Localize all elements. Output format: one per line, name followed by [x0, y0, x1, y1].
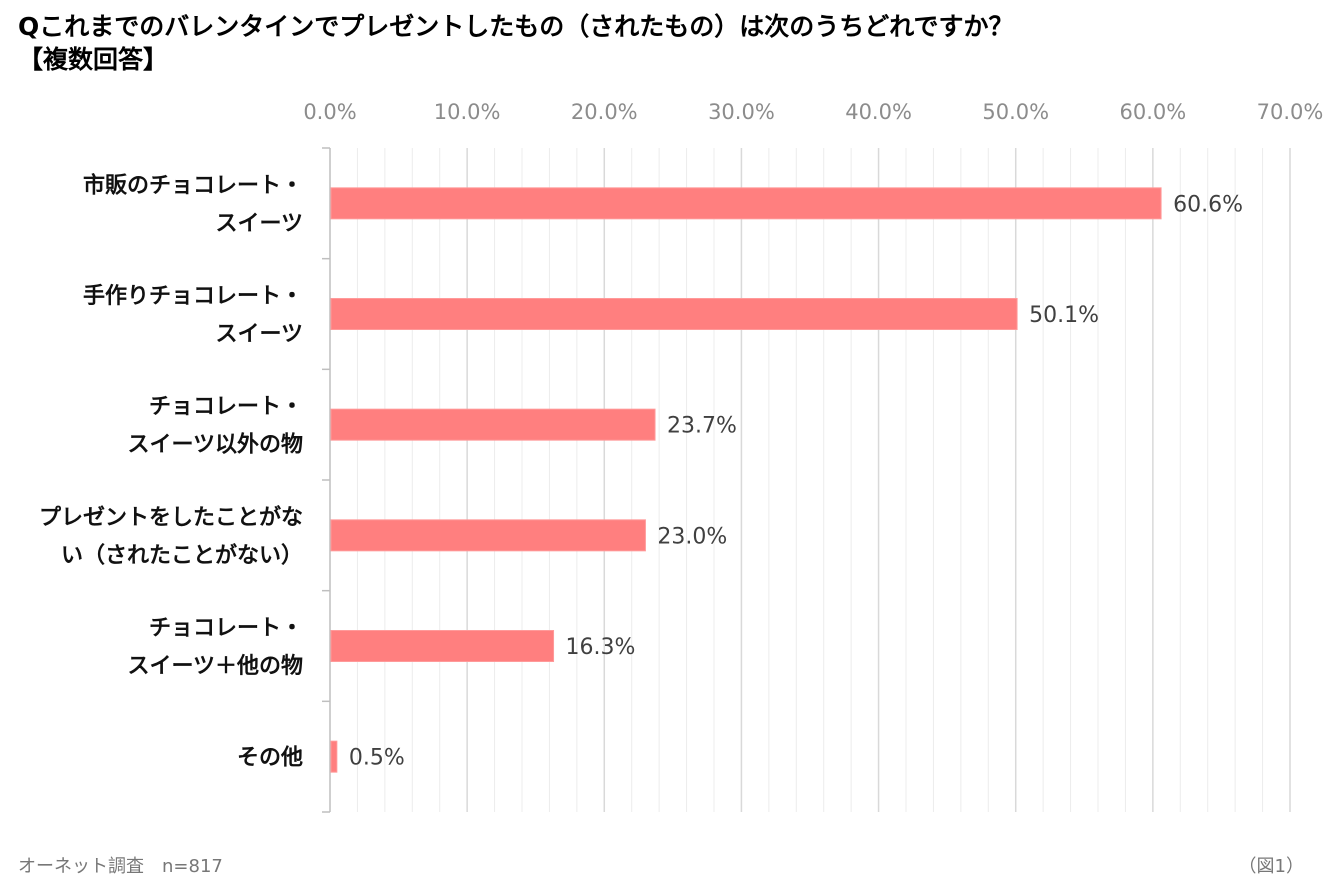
- x-tick-label: 30.0%: [708, 100, 775, 124]
- bar: [330, 187, 1162, 220]
- chart-title-line2: 【複数回答】: [18, 45, 169, 74]
- category-label: その他: [237, 746, 303, 771]
- category-label: スイーツ以外の物: [127, 432, 303, 458]
- value-label: 60.6%: [1173, 192, 1243, 217]
- category-label: スイーツ: [215, 322, 303, 347]
- x-tick-label: 40.0%: [845, 100, 912, 124]
- category-label: チョコレート・: [149, 616, 303, 641]
- value-label: 0.5%: [349, 746, 405, 771]
- value-label: 16.3%: [566, 635, 636, 660]
- bar: [330, 630, 555, 662]
- chart-title: Qこれまでのバレンタインでプレゼントしたもの（されたもの）は次のうちどれですか？…: [18, 10, 1014, 76]
- figure-number: （図1）: [1238, 856, 1304, 877]
- category-label: チョコレート・: [149, 395, 303, 420]
- bar: [330, 519, 646, 552]
- survey-source: オーネット調査 n=817: [18, 856, 223, 877]
- category-label: 市販のチョコレート・: [83, 172, 303, 198]
- value-label: 23.0%: [657, 524, 727, 549]
- category-label: 手作りチョコレート・: [83, 284, 303, 309]
- x-tick-label: 70.0%: [1257, 100, 1324, 124]
- x-tick-label: 50.0%: [982, 100, 1049, 124]
- bar: [330, 408, 656, 441]
- x-tick-label: 10.0%: [434, 100, 501, 124]
- bar: [330, 740, 338, 773]
- category-label: い（されたことがない）: [61, 542, 303, 568]
- value-label: 50.1%: [1029, 303, 1099, 328]
- x-tick-label: 0.0%: [303, 100, 356, 124]
- chart-title-line1: Qこれまでのバレンタインでプレゼントしたもの（されたもの）は次のうちどれですか？: [18, 12, 1014, 41]
- value-label: 23.7%: [667, 414, 737, 439]
- category-label: プレゼントをしたことがな: [39, 504, 303, 530]
- category-label: スイーツ＋他の物: [127, 653, 303, 679]
- category-label: スイーツ: [215, 211, 303, 236]
- x-tick-label: 20.0%: [571, 100, 638, 124]
- x-tick-label: 60.0%: [1119, 100, 1186, 124]
- bar: [330, 298, 1018, 330]
